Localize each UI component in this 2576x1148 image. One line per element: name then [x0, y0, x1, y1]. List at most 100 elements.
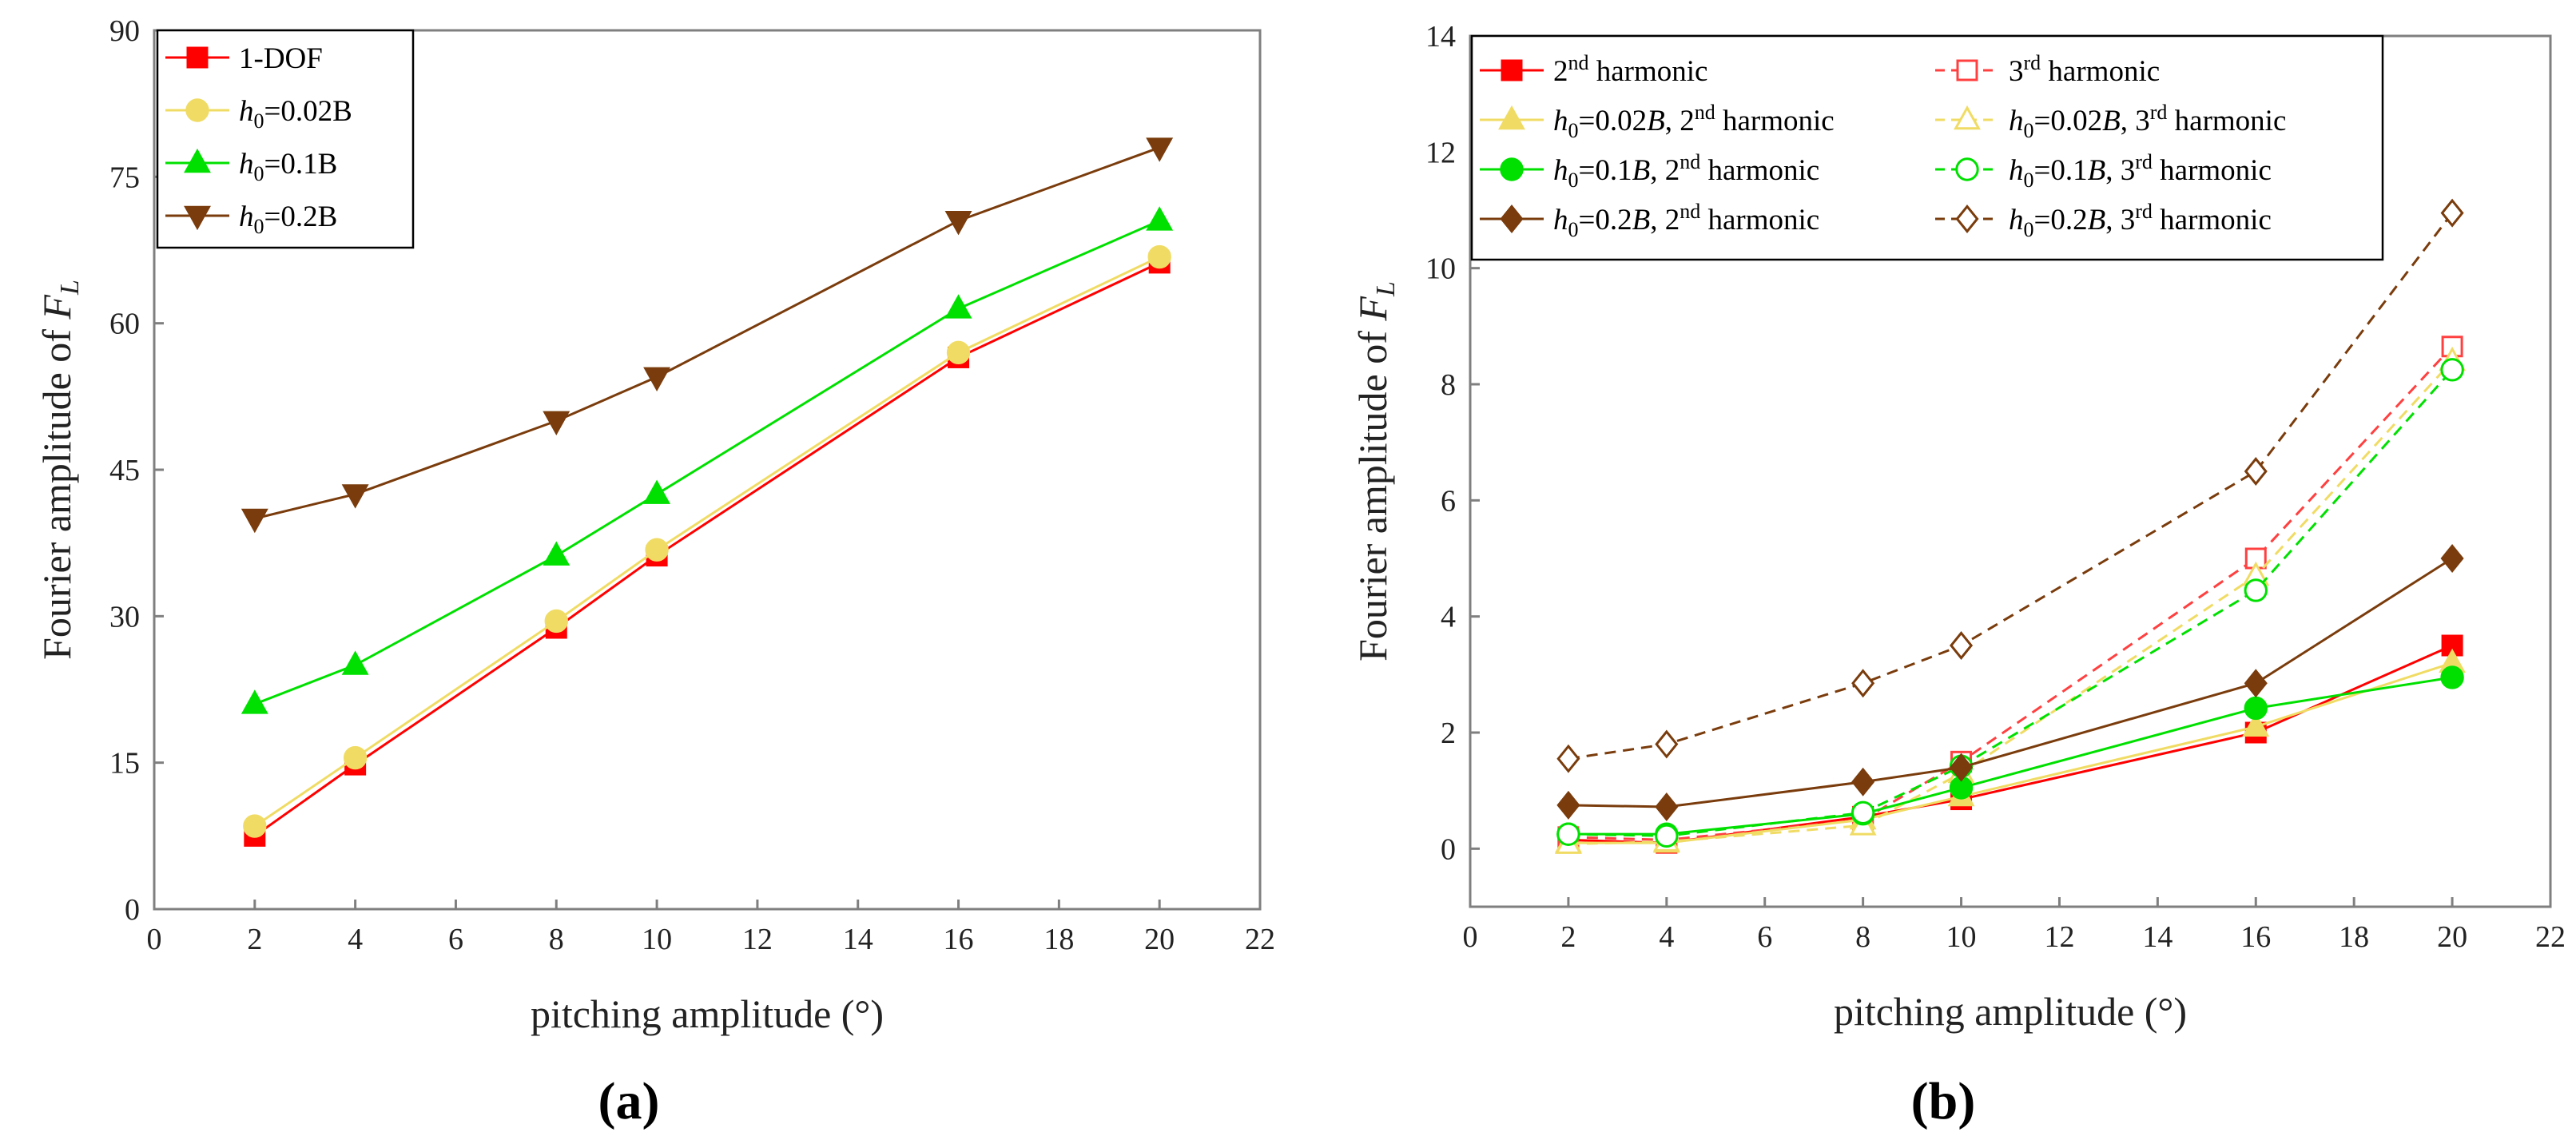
x-tick-label: 12 [2044, 920, 2074, 954]
legend-marker [1500, 205, 1524, 233]
legend-label: h0=0.02B, 3rd harmonic [2009, 101, 2286, 142]
legend-tail: harmonic [1715, 105, 1835, 137]
legend-var: B [2088, 204, 2106, 236]
y-tick-label: 60 [109, 308, 140, 341]
legend-subscript: 0 [2024, 169, 2034, 192]
legend-var: B [1647, 105, 1665, 137]
data-point [543, 411, 570, 435]
series-line [1568, 644, 2453, 844]
series-line [253, 261, 1160, 837]
series-line [1568, 359, 2454, 846]
legend-number: 2 [1680, 105, 1695, 137]
y-tick-label: 12 [1425, 136, 1456, 169]
data-point [1146, 137, 1174, 162]
legend-marker [1500, 157, 1524, 181]
x-tick-label: 6 [448, 923, 463, 956]
series-line [254, 219, 1160, 705]
data-point [2244, 578, 2268, 602]
x-tick-label: 16 [944, 923, 974, 956]
y-tick-label: 6 [1441, 484, 1456, 518]
series-line [1568, 368, 2454, 837]
legend-label: 1-DOF [239, 42, 323, 75]
legend-var: B [1632, 204, 1651, 236]
x-tick-label: 20 [2437, 920, 2467, 954]
x-tick-label: 8 [549, 923, 564, 956]
y-tick-label: 14 [1425, 20, 1456, 54]
y-axis-label: Fourier amplitude of FL [34, 280, 85, 660]
legend-tail: harmonic [1700, 204, 1819, 236]
series-0 [244, 252, 1171, 847]
data-point [944, 211, 972, 236]
legend-number: 2 [1553, 55, 1568, 88]
series-line [1568, 212, 2454, 761]
data-point [643, 367, 671, 391]
panel-label-a: (a) [598, 1072, 660, 1130]
x-tick-label: 18 [2339, 920, 2369, 954]
x-axis-label: pitching amplitude (°) [1834, 989, 2187, 1034]
legend-rest: , [1650, 154, 1665, 187]
legend-subscript: 0 [2024, 119, 2034, 142]
series-6 [1556, 544, 2464, 822]
legend-subscript: 0 [1568, 119, 1579, 142]
y-axis-label-symbol: F [1350, 296, 1395, 322]
legend-marker [1956, 59, 1978, 81]
legend-label: h0=0.1B [239, 148, 337, 185]
x-tick-label: 12 [742, 923, 773, 956]
data-point [341, 484, 369, 509]
legend-tail: harmonic [1589, 55, 1708, 88]
series-2 [241, 206, 1174, 714]
legend-superscript: nd [1695, 101, 1715, 124]
y-axis-label-subscript: L [1371, 281, 1401, 297]
legend-rest: , [1665, 105, 1680, 137]
data-point [645, 538, 669, 562]
data-point [1950, 631, 1974, 660]
y-axis-label-text: Fourier amplitude of [1350, 321, 1395, 661]
x-tick-label: 16 [2240, 920, 2271, 954]
series-3 [1554, 346, 2467, 854]
legend-tail: harmonic [2041, 55, 2160, 88]
data-point [946, 340, 971, 365]
data-point [1851, 669, 1875, 698]
legend-subscript: 0 [254, 109, 264, 133]
legend-var: B [1632, 154, 1651, 187]
data-point [2244, 669, 2268, 698]
data-point [2244, 696, 2268, 721]
y-tick-label: 30 [109, 600, 140, 634]
data-point [241, 508, 268, 534]
x-tick-label: 22 [1245, 923, 1275, 956]
legend-rest: =0.1 [1579, 154, 1632, 187]
data-point [2242, 712, 2270, 737]
legend-rest: =0.02 [1579, 105, 1648, 137]
y-tick-label: 4 [1441, 601, 1456, 634]
legend-marker [184, 148, 211, 173]
data-point [1950, 753, 1974, 782]
x-tick-label: 10 [1946, 920, 1977, 954]
series-1 [243, 244, 1171, 838]
legend-superscript: rd [2135, 200, 2153, 223]
y-tick-label: 0 [125, 893, 140, 927]
legend-box [1470, 34, 2384, 261]
series-1 [1557, 336, 2463, 851]
legend-rest: , [2121, 105, 2136, 137]
legend-superscript: rd [2024, 51, 2041, 74]
data-point [1851, 767, 1875, 796]
y-tick-label: 10 [1425, 252, 1456, 286]
data-point [1655, 729, 1679, 759]
data-point [2440, 198, 2464, 228]
legend-label: h0=0.2B, 3rd harmonic [2009, 200, 2272, 241]
y-tick-label: 2 [1441, 717, 1456, 750]
y-tick-label: 45 [109, 454, 140, 487]
data-point [2440, 544, 2464, 573]
legend-label: 3rd harmonic [2009, 51, 2160, 88]
legend-marker [1955, 205, 1979, 233]
legend-superscript: rd [2150, 101, 2168, 124]
data-point [1556, 790, 1580, 820]
y-tick-label: 15 [109, 747, 140, 781]
legend-rest: =0.1B [264, 148, 338, 181]
series-0 [1557, 634, 2463, 854]
legend-label: h0=0.02B, 2nd harmonic [1553, 101, 1835, 142]
legend-number: 2 [1665, 154, 1680, 187]
y-tick-label: 0 [1441, 832, 1456, 866]
legend-marker [186, 46, 209, 69]
